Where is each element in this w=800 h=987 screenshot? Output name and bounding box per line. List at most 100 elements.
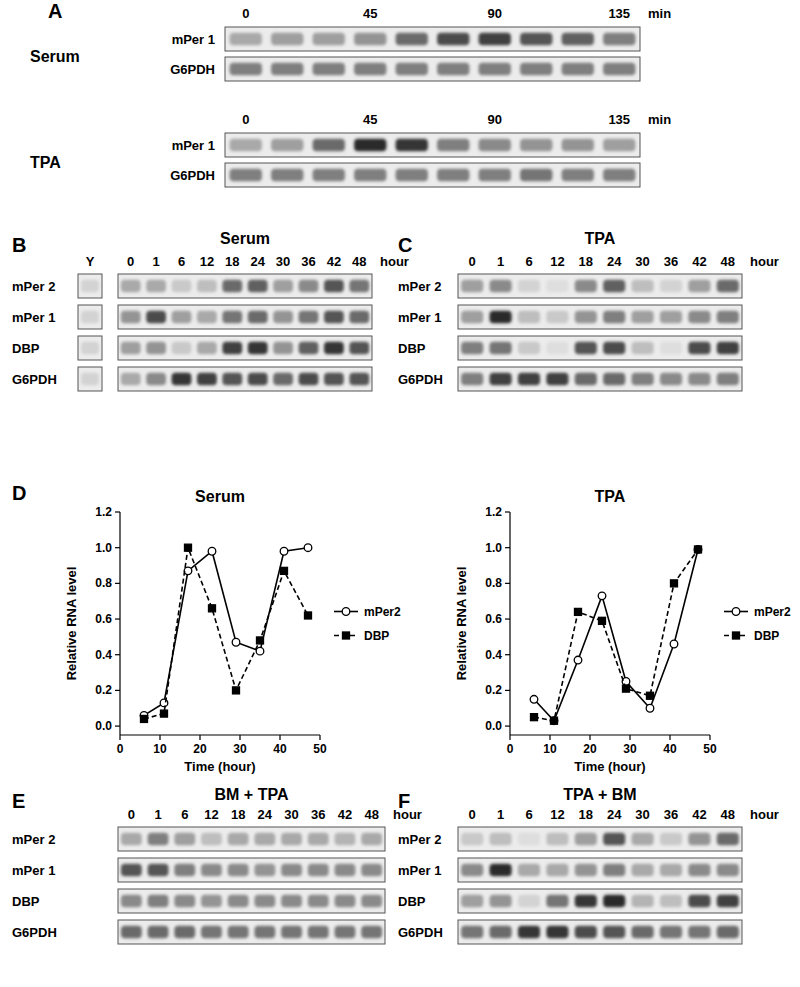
- marker: [232, 638, 240, 646]
- blot-panel: BSerum01612182430364248hourYmPer 2mPer 1…: [12, 230, 409, 391]
- blot-strip: [458, 367, 742, 391]
- band: [228, 895, 249, 907]
- band: [172, 342, 192, 354]
- band: [717, 895, 739, 907]
- band: [717, 864, 739, 876]
- band: [437, 139, 469, 151]
- marker: [233, 687, 240, 694]
- band: [717, 311, 739, 323]
- lane-label: Y: [86, 254, 95, 269]
- legend-label: mPer2: [364, 605, 401, 619]
- band: [354, 33, 386, 45]
- band: [308, 926, 329, 938]
- band: [562, 63, 594, 75]
- band: [228, 926, 249, 938]
- band: [335, 895, 356, 907]
- marker: [305, 612, 312, 619]
- lane-label: 12: [550, 807, 564, 822]
- unit-label: min: [648, 6, 671, 21]
- band: [361, 895, 382, 907]
- band: [562, 139, 594, 151]
- band: [717, 833, 739, 845]
- band: [575, 311, 597, 323]
- band: [349, 373, 369, 385]
- band: [660, 833, 682, 845]
- legend-marker: [342, 608, 350, 616]
- row-label: mPer 1: [398, 310, 441, 325]
- band: [546, 342, 568, 354]
- row-label: G6PDH: [12, 925, 57, 940]
- band: [575, 342, 597, 354]
- y-tick: [115, 618, 120, 619]
- band: [518, 373, 540, 385]
- blot-strip: [118, 920, 385, 944]
- band: [172, 311, 192, 323]
- band: [461, 833, 483, 845]
- marker: [530, 696, 538, 704]
- row-label: G6PDH: [398, 372, 443, 387]
- x-tick: [239, 735, 240, 740]
- band: [121, 864, 142, 876]
- marker: [257, 637, 264, 644]
- lane-label: 24: [607, 254, 622, 269]
- marker: [280, 547, 288, 555]
- y-tick: [115, 547, 120, 548]
- y-tick-label: 0.2: [95, 683, 112, 697]
- lane-label: 135: [608, 112, 630, 127]
- lane-label: 24: [607, 807, 622, 822]
- band: [688, 926, 710, 938]
- y-tick-label: 0.8: [485, 576, 502, 590]
- band: [222, 311, 242, 323]
- band: [603, 864, 625, 876]
- lane-label: 48: [721, 254, 735, 269]
- band: [632, 864, 654, 876]
- band: [603, 169, 635, 181]
- lane-label: 6: [525, 807, 532, 822]
- blot-panel: FTPA + BM01612182430364248hourmPer 2mPer…: [398, 786, 779, 944]
- row-label: G6PDH: [12, 372, 57, 387]
- blot-panel: CTPA01612182430364248hourmPer 2mPer 1DBP…: [398, 230, 779, 391]
- band: [273, 342, 293, 354]
- lane-label: 30: [284, 807, 298, 822]
- lane-label: 1: [497, 254, 504, 269]
- row-label: DBP: [12, 341, 40, 356]
- band: [230, 63, 262, 75]
- marker: [551, 717, 558, 724]
- lane-label: 135: [608, 6, 630, 21]
- band: [396, 63, 428, 75]
- band: [437, 33, 469, 45]
- x-tick-label: 0: [117, 742, 124, 756]
- legend: mPer2DBP: [724, 605, 791, 643]
- marker: [694, 546, 702, 554]
- band: [490, 311, 512, 323]
- y-tick-label: 1.2: [95, 505, 112, 519]
- panel-label: A: [48, 0, 62, 22]
- blot-strip: [225, 163, 640, 187]
- band: [308, 895, 329, 907]
- band: [479, 63, 511, 75]
- y-axis-label: Relative RNA level: [454, 567, 469, 681]
- band: [308, 833, 329, 845]
- band: [271, 169, 303, 181]
- band: [146, 311, 166, 323]
- lane-label: 0: [242, 6, 249, 21]
- row-label: G6PDH: [170, 62, 215, 77]
- x-axis-label: Time (hour): [574, 759, 645, 774]
- x-tick-label: 50: [703, 742, 717, 756]
- marker: [599, 617, 606, 624]
- band: [479, 169, 511, 181]
- band: [688, 280, 710, 292]
- marker: [256, 647, 264, 655]
- band: [254, 833, 275, 845]
- band: [461, 280, 483, 292]
- y-tick: [505, 511, 510, 512]
- figure: ASerum04590135minmPer 1G6PDHTPA04590135m…: [0, 0, 800, 987]
- y-tick-label: 1.0: [95, 541, 112, 555]
- y-tick-label: 0.2: [485, 683, 502, 697]
- blot-strip: [118, 858, 385, 882]
- marker: [184, 567, 192, 575]
- lane-label: 6: [181, 807, 188, 822]
- band: [324, 280, 344, 292]
- band: [575, 373, 597, 385]
- band: [324, 311, 344, 323]
